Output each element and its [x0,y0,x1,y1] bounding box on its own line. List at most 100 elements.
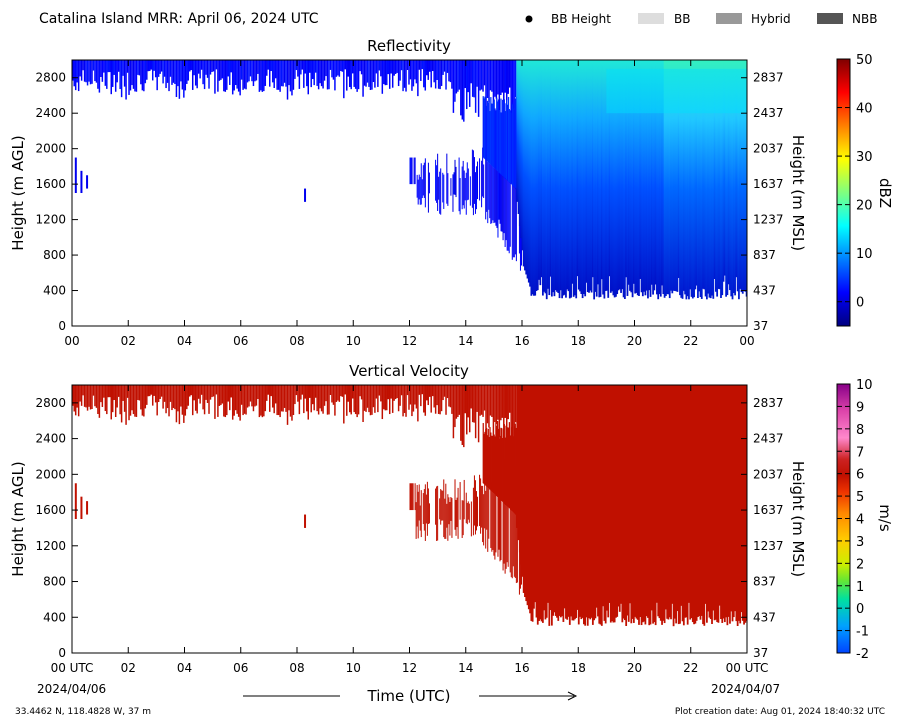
reflectivity-right-axis-label: Height (m MSL) [789,135,807,251]
echo-cell [166,60,169,83]
echo-cell [424,385,427,416]
echo-cell [681,60,684,299]
echo-cell [297,60,299,77]
echo-cell [521,60,524,251]
echo-cell [463,60,465,122]
echo-cell [177,60,179,87]
echo-cell [83,60,86,82]
echo-cell [514,98,516,188]
echo-cell [411,60,413,91]
echo-cell [325,385,327,402]
echo-cell [530,60,533,296]
echo-cell [657,385,660,617]
echo-cell [565,385,567,619]
echo-cell [420,385,422,407]
echo-cell [208,385,210,414]
echo-cell [694,385,697,624]
echo-cell [162,385,164,409]
echo-cell [240,385,243,405]
echo-cell [572,385,575,621]
echo-cell [506,100,508,180]
echo-cell [558,60,561,299]
echo-cell [417,179,419,205]
echo-cell [168,60,170,92]
echo-cell [482,385,484,417]
echo-cell [242,60,244,90]
echo-cell [711,385,713,624]
echo-cell [743,385,745,625]
echo-cell [402,60,404,92]
echo-cell [616,385,619,617]
nbb-legend-swatch [817,13,843,24]
echo-cell [384,385,387,411]
echo-cell [744,385,747,623]
echo-cell [490,160,492,224]
echo-cell [254,385,256,407]
echo-cell [427,60,429,80]
echo-cell [326,385,329,415]
echo-cell [731,60,734,300]
echo-cell [435,488,437,525]
echo-cell [317,385,320,415]
echo-cell [353,385,355,413]
creation-date-text: Plot creation date: Aug 01, 2024 18:40:3… [675,707,885,717]
echo-cell [160,60,163,72]
vertical-velocity-panel: Vertical Velocity 00 UTC 02 04 06 08 10 12 14 16… [9,362,894,675]
y-tick-label: 2000 [35,142,66,156]
echo-cell [452,385,455,439]
echo-cell [677,385,680,625]
echo-cell [314,60,317,73]
echo-cell [615,385,617,618]
echo-cell [727,60,730,285]
echo-cell [85,385,87,408]
echo-cell [409,483,411,511]
echo-cell [412,483,414,511]
echo-cell [463,385,465,448]
echo-cell [650,60,653,285]
echo-cell [511,60,514,116]
echo-cell [449,385,452,408]
echo-cell [196,385,198,414]
echo-cell [427,385,429,406]
y-tick-label-right: 837 [753,575,776,589]
echo-cell [535,60,538,291]
echo-cell [462,160,464,206]
echo-cell [631,60,634,298]
echo-cell [736,60,739,292]
echo-cell [668,385,671,618]
echo-cell [505,103,507,180]
echo-cell [134,60,136,92]
echo-cell [602,385,604,607]
echo-cell [80,385,83,406]
echo-cell [618,385,621,612]
echo-cell [456,497,458,528]
echo-cell [175,60,178,98]
echo-cell [493,434,495,494]
colorbar-tick-label: 40 [856,102,873,117]
echo-cell [600,60,603,280]
echo-cell [514,466,516,579]
echo-cell [670,385,672,620]
echo-cell [488,146,490,210]
echo-cell [598,60,601,298]
echo-cell [503,131,505,234]
echo-cell [138,60,141,76]
echo-cell [165,60,167,89]
echo-cell [143,385,145,417]
echo-cell [625,385,628,626]
echo-cell [418,174,420,200]
echo-cell [493,137,495,224]
echo-cell [457,385,459,417]
echo-cell [169,385,172,402]
echo-cell [132,385,135,415]
echo-cell [641,385,644,623]
reflectivity-y-axis-label: Height (m AGL) [9,135,27,250]
y-tick-label: 1200 [35,539,66,553]
echo-cell [147,385,150,397]
echo-cell [191,385,194,416]
echo-cell [451,60,453,89]
echo-cell [171,385,173,411]
echo-cell [399,60,401,81]
echo-cell [526,385,529,606]
echo-cell [295,385,298,396]
